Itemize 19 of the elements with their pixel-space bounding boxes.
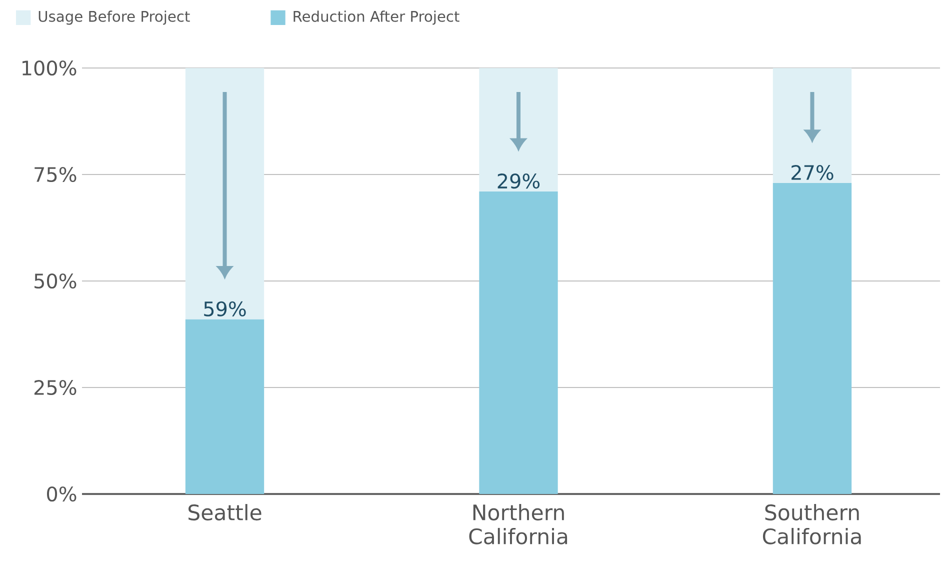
y-tick-label: 75% — [34, 166, 76, 182]
bar — [479, 68, 558, 192]
data-label: 59% — [204, 301, 246, 316]
y-tick-label: 100% — [22, 60, 76, 76]
bar — [185, 319, 264, 494]
bar — [185, 68, 264, 320]
y-tick-label: 50% — [34, 273, 76, 289]
x-tick-label: Southern California — [762, 504, 861, 544]
data-label: 27% — [792, 165, 834, 180]
x-tick-label: Seattle — [188, 504, 262, 520]
y-tick-label: 0% — [47, 486, 76, 502]
bar — [479, 192, 558, 494]
data-label: 29% — [498, 174, 540, 189]
legend-label: Reduction After Project — [294, 10, 460, 25]
bar — [772, 68, 852, 184]
bar — [772, 183, 852, 494]
legend-label: Usage Before Project — [38, 10, 190, 25]
y-tick-label: 25% — [34, 380, 76, 396]
x-tick-label: Northern California — [469, 504, 568, 544]
